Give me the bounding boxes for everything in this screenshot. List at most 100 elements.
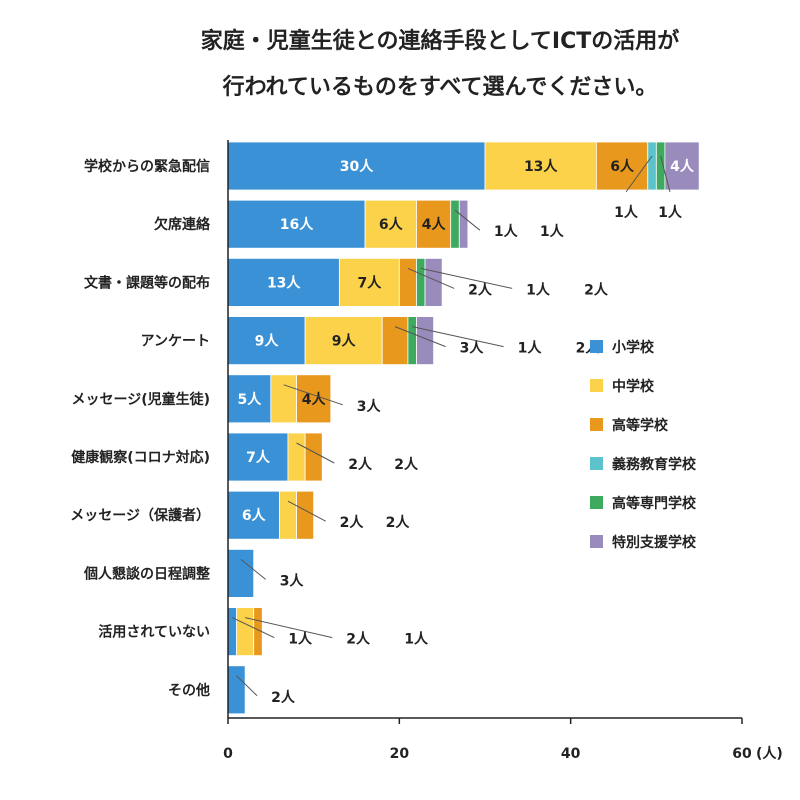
callout-label: 3人 [357,398,382,415]
callout-label: 2人 [468,281,493,298]
data-label: 9人 [255,333,280,350]
callout-label: 1人 [658,204,683,221]
x-tick-label: 40 [561,746,581,762]
data-label: 6人 [242,507,267,524]
chart-title: 家庭・児童生徒との連絡手段としてICTの活用が行われているものをすべて選んでくだ… [201,28,679,100]
bar-row [227,549,255,598]
callout-label: 1人 [288,631,313,648]
callout-label: 2人 [271,689,296,706]
legend-item: 小学校 [590,339,655,356]
data-label: 9人 [332,333,357,350]
category-label: 欠席連絡 [154,216,211,233]
category-label: メッセージ(児童生徒) [71,391,210,408]
data-label: 13人 [267,274,301,291]
data-label: 4人 [670,158,695,175]
category-label: 個人懇談の日程調整 [83,565,211,582]
data-label: 7人 [357,274,382,291]
bar-segment [364,199,417,249]
leader-line [232,617,275,639]
leader-line [283,384,343,406]
category-label: 文書・課題等の配布 [84,274,210,291]
title-line-1: 家庭・児童生徒との連絡手段としてICTの活用が [201,28,679,54]
legend-swatch [590,418,603,431]
legend-swatch [590,535,603,548]
leader-line [394,326,446,348]
bar-segment [450,199,460,249]
category-label: メッセージ（保護者） [70,507,210,524]
bar-segment [664,141,700,191]
leader-line [236,675,258,697]
bar-segment [484,141,597,191]
category-label: 活用されていない [98,624,210,641]
data-label: 4人 [302,391,327,408]
bar-segment [227,490,280,540]
bar-segment [381,316,409,366]
leader-line [240,559,267,580]
callout-label: 1人 [494,223,519,240]
bar-row [227,665,246,715]
bar-segment [398,257,417,307]
bar-row [227,607,263,656]
leader-line [407,267,455,289]
callout-label: 2人 [340,514,365,531]
bar-segment [296,490,315,540]
bar-segment [227,432,289,482]
x-axis: 0 20 40 60 (人) [223,140,783,762]
bar-row: 5人 4人 [227,374,332,424]
legend-label: 高等専門学校 [612,495,697,512]
category-label: 健康観察(コロナ対応) [71,449,210,466]
callout-label: 1人 [526,281,551,298]
bar-segment [227,316,306,366]
callout-label: 2人 [386,514,411,531]
legend-label: 特別支援学校 [612,534,697,551]
data-label: 7人 [246,449,271,466]
bar-segment [270,374,297,424]
legend-label: 中学校 [612,378,655,395]
legend-label: 義務教育学校 [612,456,697,473]
legend-item: 高等専門学校 [590,495,697,512]
legend-item: 義務教育学校 [590,456,697,473]
bar-segment [227,665,246,715]
category-label: 学校からの緊急配信 [84,158,210,175]
bar-segment [287,432,306,482]
bar-segment [458,199,469,249]
callout-label: 1人 [540,223,565,240]
leader-line [625,155,653,193]
bar-segment [227,549,255,598]
callout-label: 3人 [460,340,485,357]
leader-line [296,442,335,464]
bar-segment [407,316,417,366]
callout-label: 2人 [346,631,371,648]
data-label: 16人 [280,216,314,233]
legend-item: 特別支援学校 [590,534,697,551]
leader-line [412,326,504,348]
legend-swatch [590,340,603,353]
title-line-2: 行われているものをすべて選んでください。 [222,74,658,100]
x-tick-label: 20 [390,746,410,762]
x-tick-label: 60 [732,746,752,762]
leader-line [287,500,326,522]
data-label: 13人 [524,158,558,175]
bar-segment [304,432,323,482]
data-label: 5人 [238,391,263,408]
legend-swatch [590,379,603,392]
bar-row: 9人 9人 [227,316,435,366]
bar-segment [227,607,237,656]
x-tick-label: 0 [223,746,233,762]
callout-label: 3人 [280,572,305,589]
bar-segment [236,607,255,656]
bar-segment [647,141,657,191]
bar-row: 7人 [227,432,323,482]
bar-segment [227,257,340,307]
legend-label: 高等学校 [612,417,669,434]
bar-segment [227,374,272,424]
bar-segment [338,257,400,307]
legend-item: 高等学校 [590,417,669,434]
bar-segment [278,490,297,540]
callout-label: 1人 [614,204,639,221]
data-label: 30人 [340,158,374,175]
category-label: アンケート [141,334,210,350]
leader-line [454,209,481,231]
